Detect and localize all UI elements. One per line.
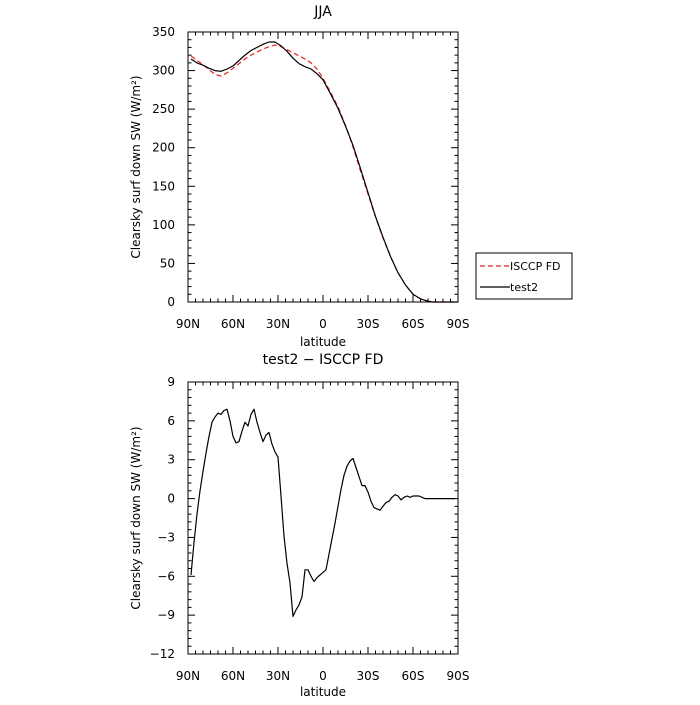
- bottom-x-tick-label: 0: [319, 669, 327, 683]
- top-y-tick-label: 300: [152, 64, 175, 78]
- bottom-panel: test2 − ISCCP FD −12 −9 −6 −3 0 3 6 9 90N 60N 30N…: [129, 352, 469, 699]
- bottom-y-tick-labels: −12 −9 −6 −3 0 3 6 9: [150, 375, 175, 661]
- bottom-x-tick-label: 90N: [176, 669, 200, 683]
- bottom-y-tick-label: 9: [167, 375, 175, 389]
- bottom-y-tick-label: 6: [167, 414, 175, 428]
- bottom-y-tick-label: −9: [157, 608, 175, 622]
- top-panel: JJA 0 50 100 150 200 250 300 350 90N 60N 30N 0 30S 6…: [129, 4, 469, 349]
- bottom-x-axis-title: latitude: [300, 685, 346, 699]
- top-y-tick-label: 350: [152, 25, 175, 39]
- bottom-x-tick-label: 30S: [357, 669, 380, 683]
- top-x-tick-labels: 90N 60N 30N 0 30S 60S 90S: [176, 317, 470, 331]
- top-series-test2: [190, 41, 458, 303]
- top-y-tick-label: 0: [167, 295, 175, 309]
- top-y-tick-label: 250: [152, 102, 175, 116]
- legend-box: [475, 252, 573, 300]
- top-y-tick-label: 50: [160, 256, 175, 270]
- top-chart-title: JJA: [313, 4, 332, 20]
- bottom-y-tick-label: −6: [157, 569, 175, 583]
- top-x-tick-label: 90S: [447, 317, 470, 331]
- bottom-x-tick-labels: 90N 60N 30N 0 30S 60S 90S: [176, 669, 470, 683]
- legend: ISCCP FD test2: [475, 252, 573, 300]
- bottom-y-axis-title: Clearsky surf down SW (W/m²): [129, 426, 143, 609]
- legend-label-test2: test2: [510, 281, 538, 294]
- top-y-tick-label: 150: [152, 179, 175, 193]
- top-x-tick-label: 60S: [402, 317, 425, 331]
- top-x-axis-title: latitude: [300, 335, 346, 349]
- legend-label-isccp: ISCCP FD: [510, 260, 561, 273]
- bottom-y-tick-label: −3: [157, 530, 175, 544]
- bottom-x-tick-label: 60S: [402, 669, 425, 683]
- top-x-tick-label: 90N: [176, 317, 200, 331]
- top-y-tick-labels: 0 50 100 150 200 250 300 350: [152, 25, 175, 309]
- top-ticks: [187, 31, 459, 303]
- bottom-x-tick-label: 60N: [221, 669, 245, 683]
- bottom-y-tick-label: 0: [167, 492, 175, 506]
- bottom-series-difference: [190, 408, 455, 618]
- bottom-x-tick-label: 90S: [447, 669, 470, 683]
- bottom-y-tick-label: −12: [150, 647, 175, 661]
- bottom-ticks: [187, 381, 459, 655]
- top-series-lines: [190, 41, 458, 303]
- top-y-tick-label: 100: [152, 218, 175, 232]
- top-x-tick-label: 0: [319, 317, 327, 331]
- top-x-tick-label: 30S: [357, 317, 380, 331]
- bottom-chart-title: test2 − ISCCP FD: [263, 352, 384, 368]
- top-x-tick-label: 60N: [221, 317, 245, 331]
- top-y-tick-label: 200: [152, 141, 175, 155]
- top-y-axis-title: Clearsky surf down SW (W/m²): [129, 75, 143, 258]
- bottom-series-lines: [190, 408, 455, 618]
- bottom-x-tick-label: 30N: [266, 669, 290, 683]
- top-x-tick-label: 30N: [266, 317, 290, 331]
- bottom-y-tick-label: 3: [167, 453, 175, 467]
- bottom-plot-frame: [187, 381, 459, 655]
